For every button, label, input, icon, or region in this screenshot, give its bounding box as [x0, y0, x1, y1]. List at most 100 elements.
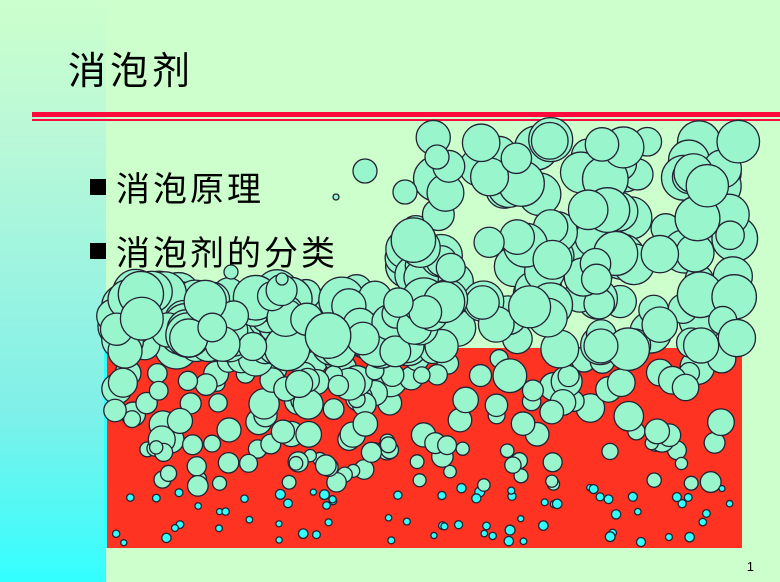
title-divider-thick: [32, 112, 780, 117]
liquid-bubble: [437, 435, 458, 456]
liquid-bubble: [588, 483, 599, 495]
foam-bubble: [716, 119, 761, 164]
floating-bubble: [424, 144, 450, 170]
liquid-bubble: [456, 482, 467, 494]
liquid-bubble: [159, 464, 178, 483]
liquid-bubble: [274, 488, 286, 500]
liquid-bubble: [148, 380, 169, 401]
foam-bubble: [682, 327, 720, 364]
square-bullet-icon: [90, 178, 106, 195]
floating-bubble: [352, 158, 378, 184]
liquid-bubble: [122, 410, 142, 429]
liquid-bubble: [275, 520, 283, 528]
liquid-bubble: [484, 393, 509, 418]
left-gradient-band: [0, 0, 106, 582]
liquid-bubble: [211, 475, 228, 491]
liquid-bubble: [240, 494, 249, 504]
liquid-bubble: [455, 441, 470, 456]
liquid-bubble: [633, 507, 642, 516]
liquid-bubble: [324, 518, 333, 527]
floating-bubble: [223, 264, 239, 280]
liquid-bubble: [671, 373, 700, 402]
liquid-bubble: [111, 529, 121, 539]
liquid-bubble: [295, 420, 323, 448]
liquid-bubble: [504, 524, 516, 536]
liquid-bubble: [297, 528, 309, 540]
liquid-bubble: [437, 490, 447, 501]
liquid-bubble: [318, 489, 330, 501]
foam-bubble: [500, 142, 533, 175]
liquid-bubble: [551, 498, 563, 510]
foam-bubble: [461, 123, 501, 163]
liquid-bubble: [284, 369, 314, 399]
foam-bubble: [390, 217, 437, 263]
foam-bubble: [715, 220, 745, 251]
liquid-bubble: [698, 517, 708, 527]
liquid-bubble: [606, 368, 636, 398]
liquid-bubble: [644, 418, 671, 445]
liquid-bubble: [664, 532, 674, 542]
slide-title: 消泡剂: [68, 49, 195, 93]
liquid-bubble: [322, 398, 345, 421]
liquid-bubble: [545, 474, 559, 488]
liquid-bubble: [352, 411, 379, 437]
liquid-bubble: [147, 362, 168, 384]
liquid-edge: [104, 348, 107, 548]
liquid-bubble: [613, 400, 645, 432]
liquid-bubble: [161, 532, 172, 544]
liquid-bubble: [186, 474, 209, 497]
liquid-bubble: [221, 507, 230, 516]
liquid-bubble: [170, 523, 180, 533]
foam-bubble: [465, 285, 500, 320]
liquid-bubble: [674, 456, 689, 471]
liquid-bubble: [103, 398, 127, 423]
foam-bubble: [640, 234, 680, 274]
liquid-bubble: [683, 492, 693, 503]
liquid-bubble: [440, 522, 449, 531]
liquid-bubble: [542, 452, 563, 473]
liquid-bubble: [181, 434, 204, 456]
liquid-bubble: [503, 535, 515, 547]
liquid-bubble: [214, 524, 224, 533]
foam-bubble: [304, 312, 352, 359]
liquid-bubble: [537, 520, 549, 531]
liquid-bubble: [387, 536, 396, 545]
liquid-bubble: [452, 386, 480, 414]
foam-bubble: [383, 287, 414, 318]
liquid-bubble: [521, 379, 544, 402]
liquid-bubble: [270, 419, 296, 444]
foam-bubble: [532, 239, 573, 280]
liquid-bubble: [499, 443, 515, 459]
foam-bubble: [507, 285, 552, 329]
liquid-bubble: [507, 486, 516, 495]
liquid-bubble: [699, 471, 722, 494]
foam-bubble: [379, 335, 412, 368]
liquid-bubble: [539, 399, 565, 425]
title-divider-thin: [32, 119, 780, 121]
liquid-bubble: [604, 531, 616, 543]
liquid-bubble: [477, 478, 491, 492]
liquid-bubble: [701, 509, 711, 518]
liquid-bubble: [517, 515, 525, 523]
liquid-bubble: [707, 408, 735, 437]
liquid-bubble: [379, 436, 397, 454]
liquid-bubble: [627, 491, 638, 502]
liquid-bubble: [311, 530, 321, 540]
liquid-bubble: [217, 451, 240, 474]
liquid-bubble: [684, 531, 696, 543]
liquid-bubble: [283, 498, 293, 509]
liquid-bubble: [314, 454, 337, 477]
foam-bubble: [567, 189, 609, 231]
liquid-bubble: [148, 440, 164, 455]
liquid-bubble: [327, 374, 350, 397]
liquid-bubble: [208, 393, 228, 413]
liquid-bubble: [601, 442, 619, 461]
liquid-bubble: [488, 531, 498, 541]
liquid-bubble: [288, 455, 304, 471]
liquid-bubble: [718, 484, 726, 493]
liquid-bubble: [519, 537, 528, 546]
liquid-bubble: [635, 536, 647, 548]
liquid-bubble: [322, 501, 331, 510]
liquid-bubble: [402, 517, 411, 526]
